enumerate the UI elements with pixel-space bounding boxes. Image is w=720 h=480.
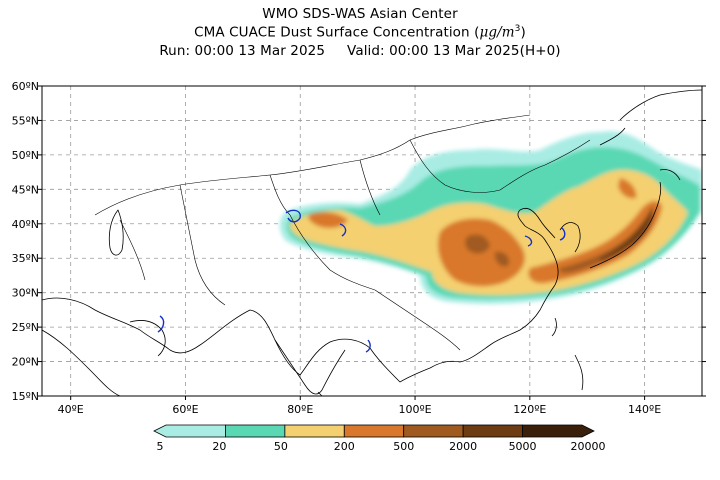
- coastline-philippines: [574, 354, 584, 391]
- colorbar-swatch-1: [225, 424, 286, 438]
- colorbar-label-2: 50: [274, 440, 288, 453]
- lake-persian-gulf: [157, 315, 165, 333]
- colorbar-label-7: 20000: [571, 440, 606, 453]
- colorbar-label-6: 5000: [509, 440, 537, 453]
- lake-dongting: [559, 227, 566, 241]
- coastline-india: [274, 339, 346, 395]
- lat-label-7: 50ºN: [12, 149, 39, 162]
- lon-label-0: 40ºE: [58, 403, 84, 416]
- colorbar-swatch-0: [153, 424, 226, 438]
- coastlines-borders: [42, 89, 702, 396]
- colorbar-swatch-2: [284, 424, 345, 438]
- subtitle-close: ): [520, 24, 526, 41]
- lakes: [157, 209, 566, 353]
- lat-label-6: 45ºN: [12, 183, 39, 196]
- axes: 15ºN 20ºN 25ºN 30ºN 35ºN 40ºN 45ºN 50ºN 55ºN 60ºN…: [12, 80, 706, 416]
- coastline-russia-east: [599, 89, 702, 146]
- coastline-arabia: [42, 320, 166, 396]
- coastline-east-asia: [517, 207, 581, 286]
- colorbar-swatch-5: [462, 424, 523, 438]
- dust-field: [279, 131, 702, 305]
- map-content: [42, 86, 702, 396]
- unit-mu: μ: [479, 24, 489, 41]
- map-frame: [41, 85, 703, 397]
- colorbar-swatch-3: [343, 424, 405, 438]
- lake-bay-of-bengal: [365, 339, 371, 353]
- colorbar-label-1: 20: [212, 440, 226, 453]
- lat-label-3: 30ºN: [12, 287, 39, 300]
- lat-label-1: 20ºN: [12, 356, 39, 369]
- dust-level-200-500: [308, 178, 662, 287]
- run-valid-line: Run: 00:00 13 Mar 2025 Valid: 00:00 13 Ma…: [0, 43, 720, 59]
- lake-aral: [285, 209, 301, 223]
- lat-label-5: 40ºN: [12, 218, 39, 231]
- colorbar-label-5: 2000: [449, 440, 477, 453]
- unit-exponent: 3: [514, 24, 521, 34]
- coastline-japan: [589, 169, 681, 269]
- lon-label-2: 80ºE: [287, 403, 313, 416]
- map-subtitle: CMA CUACE Dust Surface Concentration (μg…: [0, 24, 720, 41]
- coastline-south-asia: [42, 284, 556, 383]
- valid-time: Valid: 00:00 13 Mar 2025(H+0): [347, 43, 561, 59]
- lat-label-0: 15ºN: [12, 390, 39, 403]
- lake-qinghai: [524, 235, 533, 247]
- lon-label-3: 100ºE: [398, 403, 431, 416]
- run-time: Run: 00:00 13 Mar 2025: [159, 43, 326, 59]
- caspian-sea: [108, 209, 124, 256]
- country-borders: [94, 114, 591, 351]
- unit-text: g/m: [488, 24, 515, 41]
- lat-label-8: 55ºN: [12, 114, 39, 127]
- lake-balkhash: [339, 223, 347, 237]
- lon-label-5: 140ºE: [628, 403, 661, 416]
- lon-label-1: 60ºE: [172, 403, 198, 416]
- colorbar: 5 20 50 200 500 2000 5000 20000: [153, 424, 606, 453]
- colorbar-label-4: 500: [393, 440, 414, 453]
- lon-label-4: 120ºE: [513, 403, 546, 416]
- lat-label-9: 60ºN: [12, 80, 39, 93]
- lat-label-2: 25ºN: [12, 321, 39, 334]
- coastline-taiwan: [551, 317, 557, 337]
- coastline-sri-lanka: [317, 391, 323, 396]
- colorbar-swatch-4: [403, 424, 464, 438]
- lat-label-4: 35ºN: [12, 252, 39, 265]
- subtitle-text: CMA CUACE Dust Surface Concentration (: [194, 24, 480, 41]
- colorbar-label-3: 200: [334, 440, 355, 453]
- colorbar-swatch-6: [522, 424, 595, 438]
- colorbar-label-0: 5: [157, 440, 164, 453]
- map-title: WMO SDS-WAS Asian Center: [262, 6, 458, 22]
